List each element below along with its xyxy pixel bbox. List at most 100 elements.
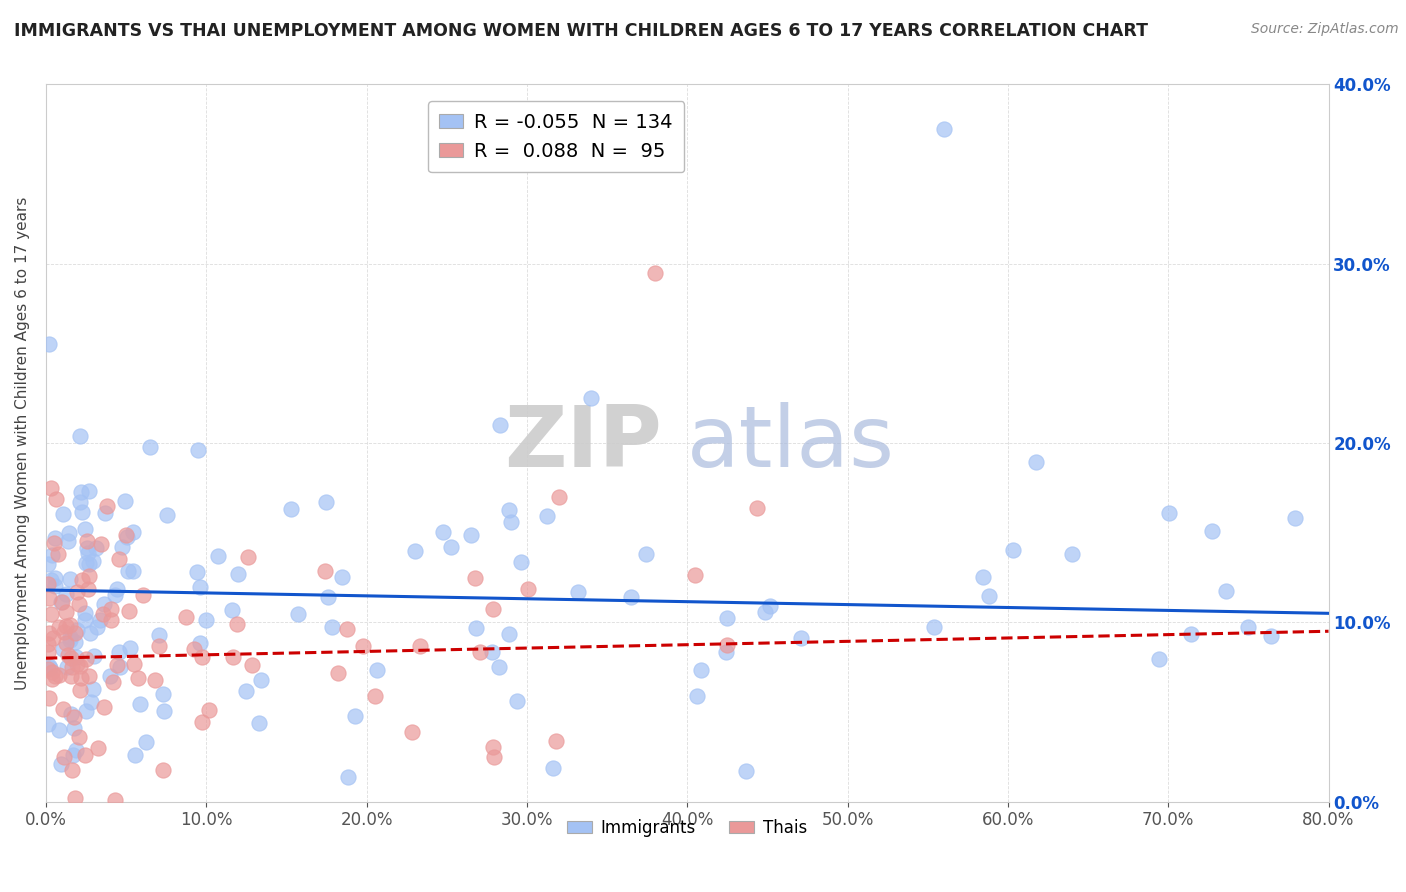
Point	[366, 664, 388, 678]
Point	[432, 525, 454, 540]
Point	[470, 645, 492, 659]
Point	[716, 611, 738, 625]
Point	[79, 626, 101, 640]
Point	[66, 623, 89, 637]
Point	[75, 556, 97, 570]
Point	[754, 605, 776, 619]
Point	[506, 694, 529, 708]
Point	[38, 658, 60, 673]
Point	[93, 597, 115, 611]
Point	[315, 495, 337, 509]
Point	[128, 697, 150, 711]
Legend: Immigrants, Thais: Immigrants, Thais	[561, 812, 814, 844]
Point	[56, 533, 79, 548]
Point	[143, 673, 166, 687]
Point	[183, 641, 205, 656]
Point	[52, 702, 75, 716]
Point	[548, 490, 571, 504]
Text: atlas: atlas	[688, 401, 896, 484]
Point	[1284, 510, 1306, 524]
Point	[1001, 542, 1024, 557]
Point	[132, 588, 155, 602]
Point	[498, 627, 520, 641]
Point	[94, 507, 117, 521]
Point	[38, 591, 60, 606]
Point	[52, 750, 75, 764]
Point	[63, 721, 86, 735]
Point	[1147, 651, 1170, 665]
Point	[59, 630, 82, 644]
Point	[567, 584, 589, 599]
Point	[225, 617, 247, 632]
Point	[118, 640, 141, 655]
Point	[321, 620, 343, 634]
Point	[240, 658, 263, 673]
Point	[121, 564, 143, 578]
Point	[41, 665, 63, 679]
Point	[686, 689, 709, 703]
Point	[39, 607, 62, 621]
Point	[100, 601, 122, 615]
Point	[83, 649, 105, 664]
Point	[343, 709, 366, 723]
Point	[114, 494, 136, 508]
Point	[117, 564, 139, 578]
Point	[118, 604, 141, 618]
Point	[221, 603, 243, 617]
Point	[63, 634, 86, 648]
Point	[73, 613, 96, 627]
Point	[481, 645, 503, 659]
Point	[108, 551, 131, 566]
Point	[44, 578, 66, 592]
Point	[716, 638, 738, 652]
Point	[498, 503, 520, 517]
Point	[76, 546, 98, 560]
Point	[135, 735, 157, 749]
Point	[148, 628, 170, 642]
Point	[38, 337, 60, 351]
Point	[41, 672, 63, 686]
Point	[922, 620, 945, 634]
Point	[197, 703, 219, 717]
Point	[108, 659, 131, 673]
Point	[44, 570, 66, 584]
Point	[117, 530, 139, 544]
Point	[115, 528, 138, 542]
Point	[207, 549, 229, 564]
Point	[42, 536, 65, 550]
Point	[972, 570, 994, 584]
Point	[87, 740, 110, 755]
Point	[620, 590, 643, 604]
Point	[60, 651, 83, 665]
Point	[51, 595, 73, 609]
Point	[55, 619, 77, 633]
Point	[55, 636, 77, 650]
Point	[330, 570, 353, 584]
Point	[482, 750, 505, 764]
Point	[39, 573, 62, 587]
Point	[96, 500, 118, 514]
Point	[67, 597, 90, 611]
Point	[69, 659, 91, 673]
Point	[222, 650, 245, 665]
Point	[108, 645, 131, 659]
Point	[70, 505, 93, 519]
Point	[77, 557, 100, 571]
Point	[1025, 455, 1047, 469]
Point	[77, 582, 100, 597]
Point	[328, 665, 350, 680]
Point	[409, 639, 432, 653]
Point	[82, 554, 104, 568]
Point	[104, 793, 127, 807]
Point	[59, 633, 82, 648]
Point	[52, 507, 75, 521]
Point	[39, 481, 62, 495]
Point	[1180, 626, 1202, 640]
Point	[49, 756, 72, 771]
Point	[79, 569, 101, 583]
Point	[37, 558, 59, 572]
Point	[127, 671, 149, 685]
Point	[67, 730, 90, 744]
Point	[188, 580, 211, 594]
Point	[188, 636, 211, 650]
